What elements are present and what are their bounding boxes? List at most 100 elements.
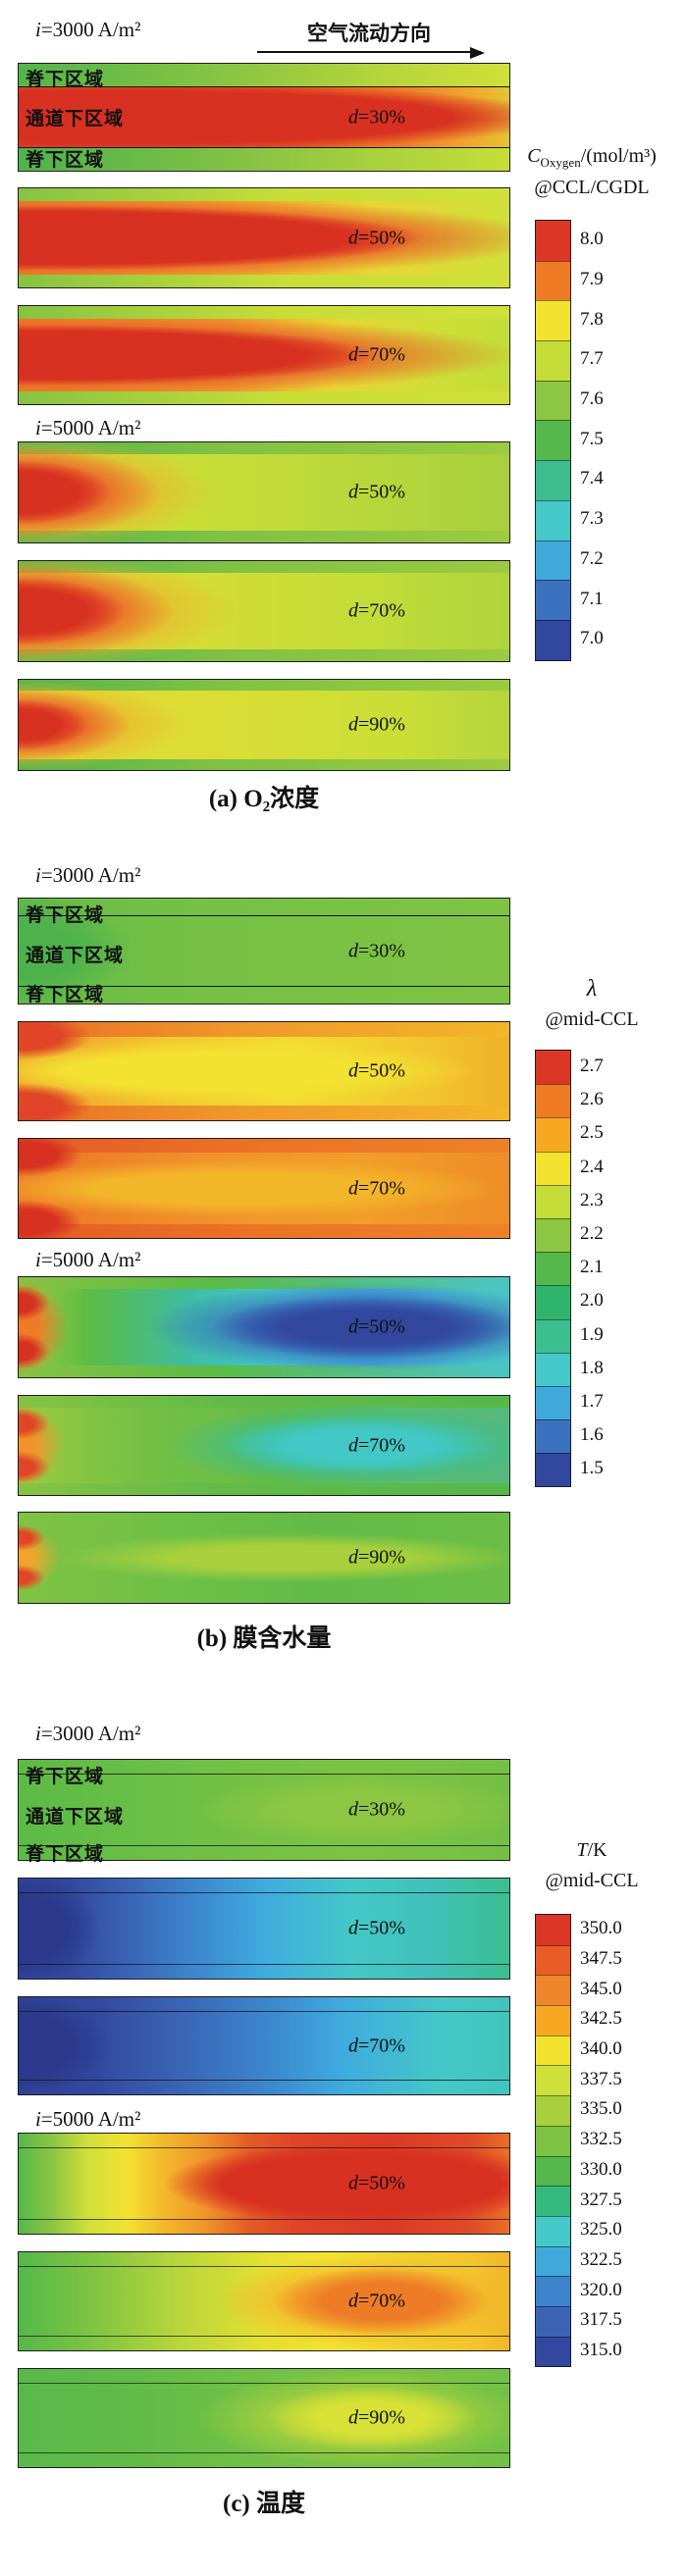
colorbar-tick: 322.5 xyxy=(580,2248,622,2270)
colorbar-tick: 337.5 xyxy=(580,2068,622,2089)
humidity-symbol: d xyxy=(348,481,359,503)
colorbar-tick: 1.7 xyxy=(580,1390,604,1412)
colorbar-b: 2.7 2.6 2.5 2.4 2.3 2.2 2.1 2.0 1.9 1.8 … xyxy=(535,1050,604,1488)
colorbar-cell xyxy=(536,540,570,581)
humidity-label: d=50% xyxy=(348,482,405,504)
humidity-label: d=90% xyxy=(348,2407,405,2430)
humidity-value: =70% xyxy=(358,2290,405,2312)
colorbar-cell xyxy=(536,2065,570,2096)
colorbar-title-symbol: λ xyxy=(586,976,598,1002)
humidity-label: d=50% xyxy=(348,2173,405,2195)
colorbar-cell xyxy=(536,1453,570,1487)
colorbar-tick: 7.1 xyxy=(580,588,604,609)
colorbar-cell xyxy=(536,1915,570,1945)
colorbar-cell xyxy=(536,2035,570,2066)
humidity-label: d=50% xyxy=(348,1060,405,1083)
colorbar-cell xyxy=(536,2276,570,2306)
colorbar-title-units: /(mol/m³) xyxy=(580,145,657,167)
current-symbol: i xyxy=(35,1722,41,1745)
contour-strip-b4: d=50% xyxy=(18,1276,510,1378)
colorbar-tick: 330.0 xyxy=(580,2158,622,2180)
current-density-label-b1: i=3000 A/m² xyxy=(35,863,140,888)
colorbar-tick: 2.3 xyxy=(580,1189,604,1211)
colorbar-cell xyxy=(536,2305,570,2337)
region-label-channel-c: 通道下区域 xyxy=(26,1807,125,1828)
current-value: =3000 A/m² xyxy=(40,863,141,887)
colorbar-cell xyxy=(536,2095,570,2126)
humidity-label: d=70% xyxy=(348,2035,405,2057)
contour-strip-b1: d=30% xyxy=(18,898,510,1005)
colorbar-tick: 2.5 xyxy=(580,1122,604,1144)
humidity-symbol: d xyxy=(348,1546,359,1569)
colorbar-tick: 7.5 xyxy=(580,428,604,449)
colorbar-title-symbol: T xyxy=(576,1839,588,1861)
colorbar-cell xyxy=(536,2186,570,2216)
colorbar-tick: 7.6 xyxy=(580,388,604,410)
humidity-value: =70% xyxy=(358,2035,405,2056)
humidity-label: d=70% xyxy=(348,1177,405,1200)
colorbar-tick: 2.2 xyxy=(580,1223,604,1245)
colorbar-tick: 1.8 xyxy=(580,1357,604,1378)
colorbar-cell xyxy=(536,2215,570,2246)
current-symbol: i xyxy=(35,2107,41,2131)
colorbar-tick: 320.0 xyxy=(580,2279,622,2300)
contour-strip-a3: d=70% xyxy=(18,305,510,405)
humidity-symbol: d xyxy=(348,2406,359,2429)
humidity-label: d=30% xyxy=(348,940,405,962)
colorbar-c-ticks: 350.0 347.5 345.0 342.5 340.0 337.5 335.… xyxy=(580,1914,622,2367)
colorbar-cell xyxy=(536,2005,570,2035)
contour-strip-b3: d=70% xyxy=(18,1138,510,1239)
humidity-symbol: d xyxy=(348,2035,359,2056)
current-value: =5000 A/m² xyxy=(40,2107,141,2131)
colorbar-cell xyxy=(536,420,570,461)
colorbar-title-units: /K xyxy=(587,1839,608,1861)
colorbar-tick: 7.9 xyxy=(580,269,604,290)
humidity-value: =50% xyxy=(358,1315,405,1338)
colorbar-cell xyxy=(536,499,570,541)
humidity-value: =30% xyxy=(358,1798,405,1821)
current-density-label-a2: i=5000 A/m² xyxy=(35,416,140,440)
colorbar-title-subscript: Oxygen xyxy=(540,155,581,170)
region-label-rib-top-b: 脊下区域 xyxy=(26,905,105,926)
colorbar-title-b: λ xyxy=(497,976,687,1005)
humidity-label: d=90% xyxy=(348,714,405,737)
humidity-symbol: d xyxy=(348,1059,359,1082)
colorbar-cell xyxy=(536,2336,570,2367)
region-label-rib-bottom-c: 脊下区域 xyxy=(26,1844,105,1865)
region-label-channel-b: 通道下区域 xyxy=(26,946,125,966)
colorbar-tick: 8.0 xyxy=(580,229,604,250)
current-symbol: i xyxy=(35,18,41,41)
humidity-symbol: d xyxy=(348,106,359,128)
contour-strip-c3: d=70% xyxy=(18,1996,510,2095)
colorbar-cell xyxy=(536,1975,570,2006)
colorbar-tick: 315.0 xyxy=(580,2339,622,2360)
current-density-label-b2: i=5000 A/m² xyxy=(35,1248,140,1272)
colorbar-tick: 1.9 xyxy=(580,1323,604,1345)
humidity-value: =50% xyxy=(358,1917,405,1939)
colorbar-tick: 2.4 xyxy=(580,1156,604,1177)
colorbar-b-gradient xyxy=(535,1050,571,1488)
current-value: =5000 A/m² xyxy=(40,1248,141,1271)
colorbar-tick: 2.7 xyxy=(580,1056,604,1077)
contour-strip-c4: d=50% xyxy=(18,2133,510,2235)
colorbar-tick: 1.6 xyxy=(580,1424,604,1446)
colorbar-tick: 325.0 xyxy=(580,2219,622,2241)
flow-direction-text: 空气流动方向 xyxy=(307,22,431,45)
colorbar-b-ticks: 2.7 2.6 2.5 2.4 2.3 2.2 2.1 2.0 1.9 1.8 … xyxy=(580,1050,604,1487)
contour-strip-c5: d=70% xyxy=(18,2251,510,2351)
humidity-value: =50% xyxy=(358,1059,405,1082)
region-label-channel-a: 通道下区域 xyxy=(26,109,125,129)
colorbar-cell xyxy=(536,619,570,660)
region-label-rib-top-a: 脊下区域 xyxy=(26,70,105,90)
colorbar-title-a: COxygen/(mol/m³) xyxy=(497,145,687,171)
colorbar-cell xyxy=(536,2125,570,2156)
humidity-label: d=70% xyxy=(348,344,405,367)
colorbar-a-gradient xyxy=(535,220,571,661)
region-label-rib-top-c: 脊下区域 xyxy=(26,1767,105,1787)
current-value: =5000 A/m² xyxy=(40,416,141,439)
flow-direction-label: 空气流动方向 xyxy=(257,18,485,59)
colorbar-tick: 7.2 xyxy=(580,547,604,569)
contour-strip-a2: d=50% xyxy=(18,187,510,288)
colorbar-tick: 7.8 xyxy=(580,308,604,330)
